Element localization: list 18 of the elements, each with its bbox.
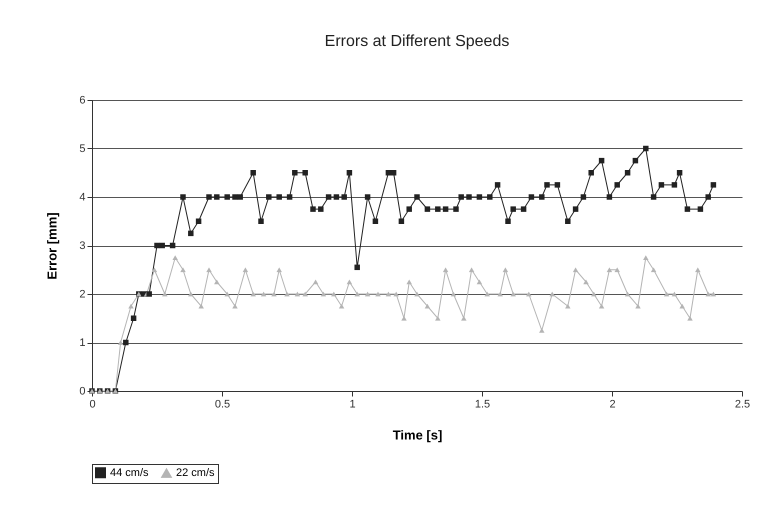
y-tick-label: 5 — [79, 143, 86, 155]
y-tick-label: 4 — [79, 192, 86, 204]
x-tick-label: 2 — [609, 398, 616, 410]
legend-label: 44 cm/s — [110, 466, 150, 479]
y-tick-label: 3 — [79, 240, 86, 252]
legend-label: 22 cm/s — [176, 467, 216, 480]
x-tick-label: 1 — [349, 398, 356, 410]
x-tick-label: 2.5 — [734, 398, 750, 410]
x-tick-label: 0.5 — [214, 398, 230, 410]
y-tick-label: 2 — [79, 288, 86, 300]
x-tick-label: 0 — [89, 398, 96, 410]
y-tick-label: 1 — [79, 337, 86, 349]
y-tick-label: 0 — [79, 386, 86, 398]
chart-title: Errors at Different Speeds — [324, 33, 510, 50]
x-axis-title: Time [s] — [392, 428, 442, 442]
y-axis-title: Error [mm] — [44, 212, 60, 280]
y-tick-label: 6 — [79, 94, 86, 106]
x-tick-label: 1.5 — [474, 398, 490, 410]
